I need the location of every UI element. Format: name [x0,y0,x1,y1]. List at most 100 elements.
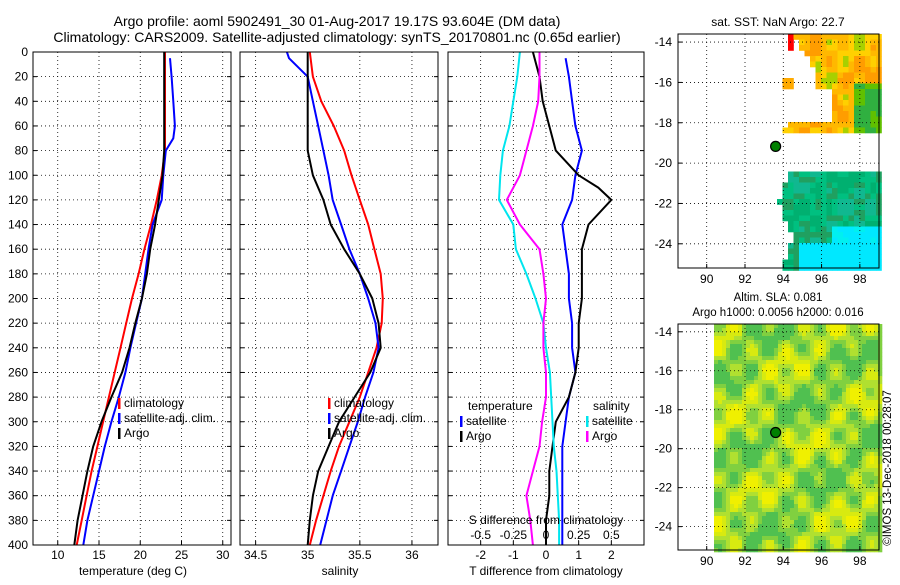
sla-cell [718,508,723,513]
sla-cell [774,488,779,493]
ytick-label: 220 [8,316,28,330]
sla-cell [754,464,759,469]
sla-cell [718,408,723,413]
sst-cell [815,193,822,200]
sst-cell [865,89,871,95]
sla-cell [786,376,791,381]
sst-cell [793,232,800,238]
sla-cell [794,364,799,369]
sla-cell [746,324,751,329]
sla-cell [774,456,779,461]
sla-cell [714,396,719,401]
sla-cell [850,340,855,345]
sla-cell [870,452,875,457]
sla-cell [770,396,775,401]
sla-cell [850,504,855,509]
sla-cell [818,540,823,545]
legend-swatch [118,413,121,424]
sla-cell [766,500,771,505]
sla-cell [862,464,867,469]
sla-cell [766,480,771,485]
sla-cell [822,436,827,441]
sla-cell [786,468,791,473]
sla-cell [834,340,839,345]
sst-cell [832,204,838,211]
sla-cell [858,496,863,501]
sla-cell [790,336,795,341]
map-ytick-label: -24 [655,520,673,534]
ytick-label: 20 [15,70,29,84]
sla-cell [850,436,855,441]
sla-cell [818,464,823,469]
sla-cell [878,432,883,437]
sla-cell [834,388,839,393]
sla-cell [842,328,847,333]
sla-cell [770,420,775,425]
sla-cell [730,504,735,509]
sla-cell [750,444,755,449]
sst-cell [810,226,816,233]
sla-cell [826,480,831,485]
sla-cell [806,460,811,465]
sla-cell [834,424,839,429]
sla-cell [874,372,879,377]
sla-cell [790,460,795,465]
sla-cell [762,528,767,533]
sla-cell [726,512,731,517]
sla-cell [778,512,783,517]
sla-cell [830,324,835,329]
sla-cell [838,472,843,477]
sla-cell [762,332,767,337]
sla-cell [814,408,819,413]
sst-cell [865,50,871,57]
sla-cell [758,360,763,365]
sla-cell [846,364,851,369]
sla-cell [762,432,767,437]
sla-cell [726,412,731,417]
sla-cell [718,360,723,365]
sla-cell [778,532,783,537]
sla-cell [854,440,859,445]
sla-cell [846,400,851,405]
sla-cell [786,484,791,489]
sla-cell [766,488,771,493]
sla-cell [770,404,775,409]
sla-cell [790,420,795,425]
sla-cell [746,496,751,501]
sla-cell [746,388,751,393]
sla-cell [726,540,731,545]
sla-cell [814,468,819,473]
sla-cell [750,352,755,357]
sla-cell [814,536,819,541]
sla-cell [730,436,735,441]
sla-cell [754,364,759,369]
sla-cell [830,344,835,349]
sla-cell [874,348,879,353]
sla-cell [822,528,827,533]
sla-cell [854,476,859,481]
sla-cell [798,536,803,541]
sla-cell [754,536,759,541]
map-xtick-label: 96 [815,272,829,286]
sla-cell [770,392,775,397]
sst-cell [832,72,838,79]
sla-cell [798,384,803,389]
sst-cell [865,193,871,200]
sla-cell [714,496,719,501]
sla-cell [714,472,719,477]
sst-cell [826,243,833,249]
sla-cell [866,524,871,529]
sla-cell [766,504,771,509]
map-xtick-label: 94 [777,272,791,286]
sla-cell [870,372,875,377]
sla-cell [726,468,731,473]
sla-cell [830,448,835,453]
sla-cell [846,376,851,381]
sla-cell [794,452,799,457]
sla-cell [818,520,823,525]
sla-cell [766,408,771,413]
sla-cell [826,424,831,429]
sla-cell [714,400,719,405]
sla-cell [826,472,831,477]
ytick-label: 360 [8,489,28,503]
